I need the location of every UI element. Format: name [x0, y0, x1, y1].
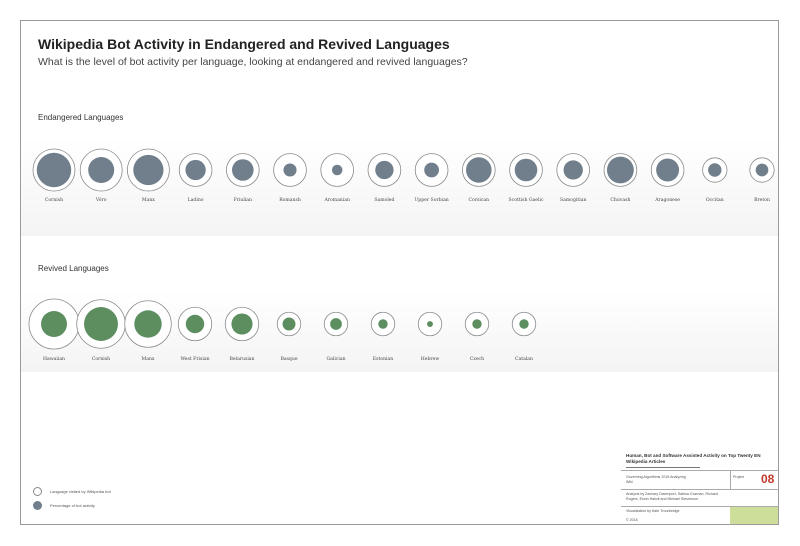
revived-language-label: Galician — [326, 356, 345, 362]
info-header: Human, Bot and Software Assisted Activit… — [626, 453, 761, 464]
info-box: Human, Bot and Software Assisted Activit… — [621, 450, 779, 525]
endangered-language-label: Chuvash — [610, 197, 630, 203]
legend-outline-circle-icon — [33, 487, 42, 496]
endangered-section-label: Endangered Languages — [38, 113, 124, 122]
endangered-language-label: Friulian — [234, 197, 252, 203]
endangered-language-label: Cornish — [45, 197, 63, 203]
endangered-activity-circle — [185, 159, 206, 181]
revived-language-label: Hebrew — [421, 356, 440, 362]
legend-item-outline: Language visited by Wikipedia bot — [33, 487, 111, 496]
info-divider — [730, 470, 731, 489]
revived-activity-circle — [134, 310, 162, 338]
legend-fill-circle-icon — [33, 501, 42, 510]
endangered-language-label: Upper Sorbian — [414, 197, 448, 203]
endangered-activity-circle — [231, 159, 254, 181]
endangered-language-label: Breton — [754, 197, 770, 203]
endangered-activity-circle — [466, 157, 492, 183]
revived-activity-circle — [84, 307, 118, 341]
info-divider — [621, 470, 779, 471]
info-cell-project-source: Governing Algorithms 2018 Analyzing Wiki — [626, 475, 686, 484]
endangered-activity-circle — [514, 158, 538, 182]
revived-language-label: Estonian — [373, 356, 393, 362]
revived-section-label: Revived Languages — [38, 264, 109, 273]
poster-frame — [20, 20, 779, 525]
info-header-underline — [626, 467, 700, 468]
endangered-language-label: Corsican — [469, 197, 490, 203]
info-number: 08 — [761, 472, 775, 486]
revived-activity-circle — [231, 313, 253, 335]
revived-activity-circle — [330, 318, 342, 330]
endangered-language-label: Samogitian — [560, 197, 586, 203]
revived-language-label: Czech — [470, 356, 484, 362]
endangered-language-label: Manx — [142, 197, 155, 203]
info-color-swatch — [730, 507, 778, 524]
info-cell-copyright: © 2018 — [626, 518, 638, 522]
endangered-language-label: Aromanian — [323, 197, 350, 203]
endangered-activity-circle — [133, 154, 164, 186]
endangered-activity-circle — [375, 160, 394, 180]
info-cell-project: Project — [733, 475, 745, 479]
revived-language-label: Hawaiian — [43, 356, 65, 362]
endangered-activity-circle — [606, 156, 634, 184]
endangered-language-label: Samoled — [374, 197, 394, 203]
revived-language-label: Cornish — [92, 356, 110, 362]
endangered-language-label: Vöro — [95, 197, 107, 203]
endangered-activity-circle — [36, 152, 72, 188]
revived-language-label: Manx — [142, 356, 155, 362]
revived-language-label: Basque — [280, 356, 297, 362]
revived-language-label: Belarusian — [230, 356, 255, 362]
info-divider — [621, 506, 779, 507]
endangered-language-label: Ladino — [188, 197, 204, 203]
endangered-activity-circle — [424, 162, 439, 178]
info-cell-analysis: Analysis by Zachary Davenport, Sabina Gu… — [626, 492, 718, 501]
endangered-activity-circle — [88, 156, 115, 184]
page-subtitle: What is the level of bot activity per la… — [38, 56, 468, 68]
legend-item-fill: Percentage of bot activity — [33, 501, 95, 510]
legend-outline-label: Language visited by Wikipedia bot — [50, 489, 111, 494]
endangered-activity-circle — [563, 160, 583, 180]
revived-activity-circle — [519, 319, 529, 329]
endangered-activity-circle — [331, 164, 343, 176]
endangered-language-label: Scottish Gaelic — [508, 197, 543, 203]
revived-language-label: Catalan — [515, 356, 533, 362]
endangered-activity-circle — [656, 158, 680, 182]
endangered-language-label: Romansh — [279, 197, 301, 203]
revived-activity-circle — [472, 319, 482, 329]
endangered-language-label: Occitan — [706, 197, 724, 203]
revived-activity-circle — [41, 311, 67, 337]
revived-activity-circle — [427, 321, 433, 327]
revived-language-label: West Frisian — [180, 356, 209, 362]
endangered-activity-circle — [283, 163, 297, 177]
endangered-activity-circle — [708, 163, 722, 177]
revived-activity-circle — [378, 319, 388, 329]
revived-activity-circle — [282, 317, 296, 331]
info-divider — [621, 489, 779, 490]
info-cell-visualization: Visualization by Kate Trounbridge — [626, 509, 680, 513]
revived-activity-circle — [185, 314, 205, 334]
endangered-activity-circle — [755, 163, 769, 177]
legend-fill-label: Percentage of bot activity — [50, 503, 95, 508]
page-title: Wikipedia Bot Activity in Endangered and… — [38, 36, 450, 52]
endangered-language-label: Aragonese — [654, 197, 680, 203]
